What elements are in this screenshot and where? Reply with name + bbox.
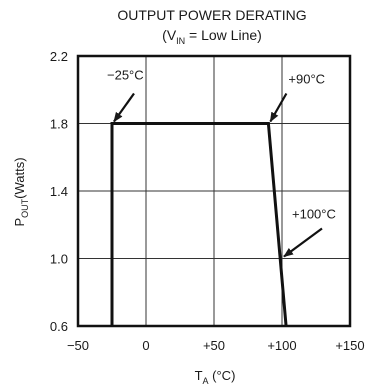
derating-curve — [110, 122, 288, 327]
annotation-arrow — [269, 92, 288, 123]
y-tick-label: 1.8 — [50, 117, 68, 132]
x-axis-label-unit: (°C) — [209, 368, 236, 383]
y-tick-label: 1.0 — [50, 252, 68, 267]
x-axis-label: TA (°C) — [195, 368, 236, 386]
x-axis-label-sub: A — [203, 376, 209, 386]
x-axis-label-main: T — [195, 368, 203, 383]
chart-title: OUTPUT POWER DERATING — [117, 7, 306, 23]
y-axis-label: POUT(Watts) — [12, 157, 30, 226]
subtitle-rest: = Low Line) — [185, 27, 262, 43]
subtitle-sub: IN — [176, 36, 185, 46]
x-tick-label: +50 — [203, 338, 225, 353]
annotation-label: +90°C — [288, 72, 325, 87]
subtitle-open: (V — [162, 27, 177, 43]
y-axis-label-sub: OUT — [20, 198, 30, 218]
x-tick-label: +150 — [335, 338, 364, 353]
plot-frame — [76, 54, 352, 328]
x-tick-label: 0 — [142, 338, 149, 353]
annotation-arrow — [283, 227, 323, 258]
y-tick-label: 1.4 — [50, 184, 68, 199]
y-tick-label: 2.2 — [50, 49, 68, 64]
x-tick-label: +100 — [267, 338, 296, 353]
y-axis-label-unit: (Watts) — [12, 157, 27, 198]
annotation-label: +100°C — [292, 207, 336, 222]
y-axis-label-main: P — [12, 218, 27, 227]
chart-subtitle: (VIN = Low Line) — [162, 27, 262, 46]
annotations: −25°C +90°C +100°C — [107, 68, 336, 258]
plot-area — [110, 122, 288, 327]
tick-labels: −50 0 +50 +100 +150 0.6 1.0 1.4 1.8 2.2 — [50, 49, 365, 353]
grid — [76, 54, 352, 328]
annotation-label: −25°C — [107, 68, 144, 83]
y-tick-label: 0.6 — [50, 319, 68, 334]
annotation-arrow — [113, 92, 135, 123]
x-tick-label: −50 — [67, 338, 89, 353]
